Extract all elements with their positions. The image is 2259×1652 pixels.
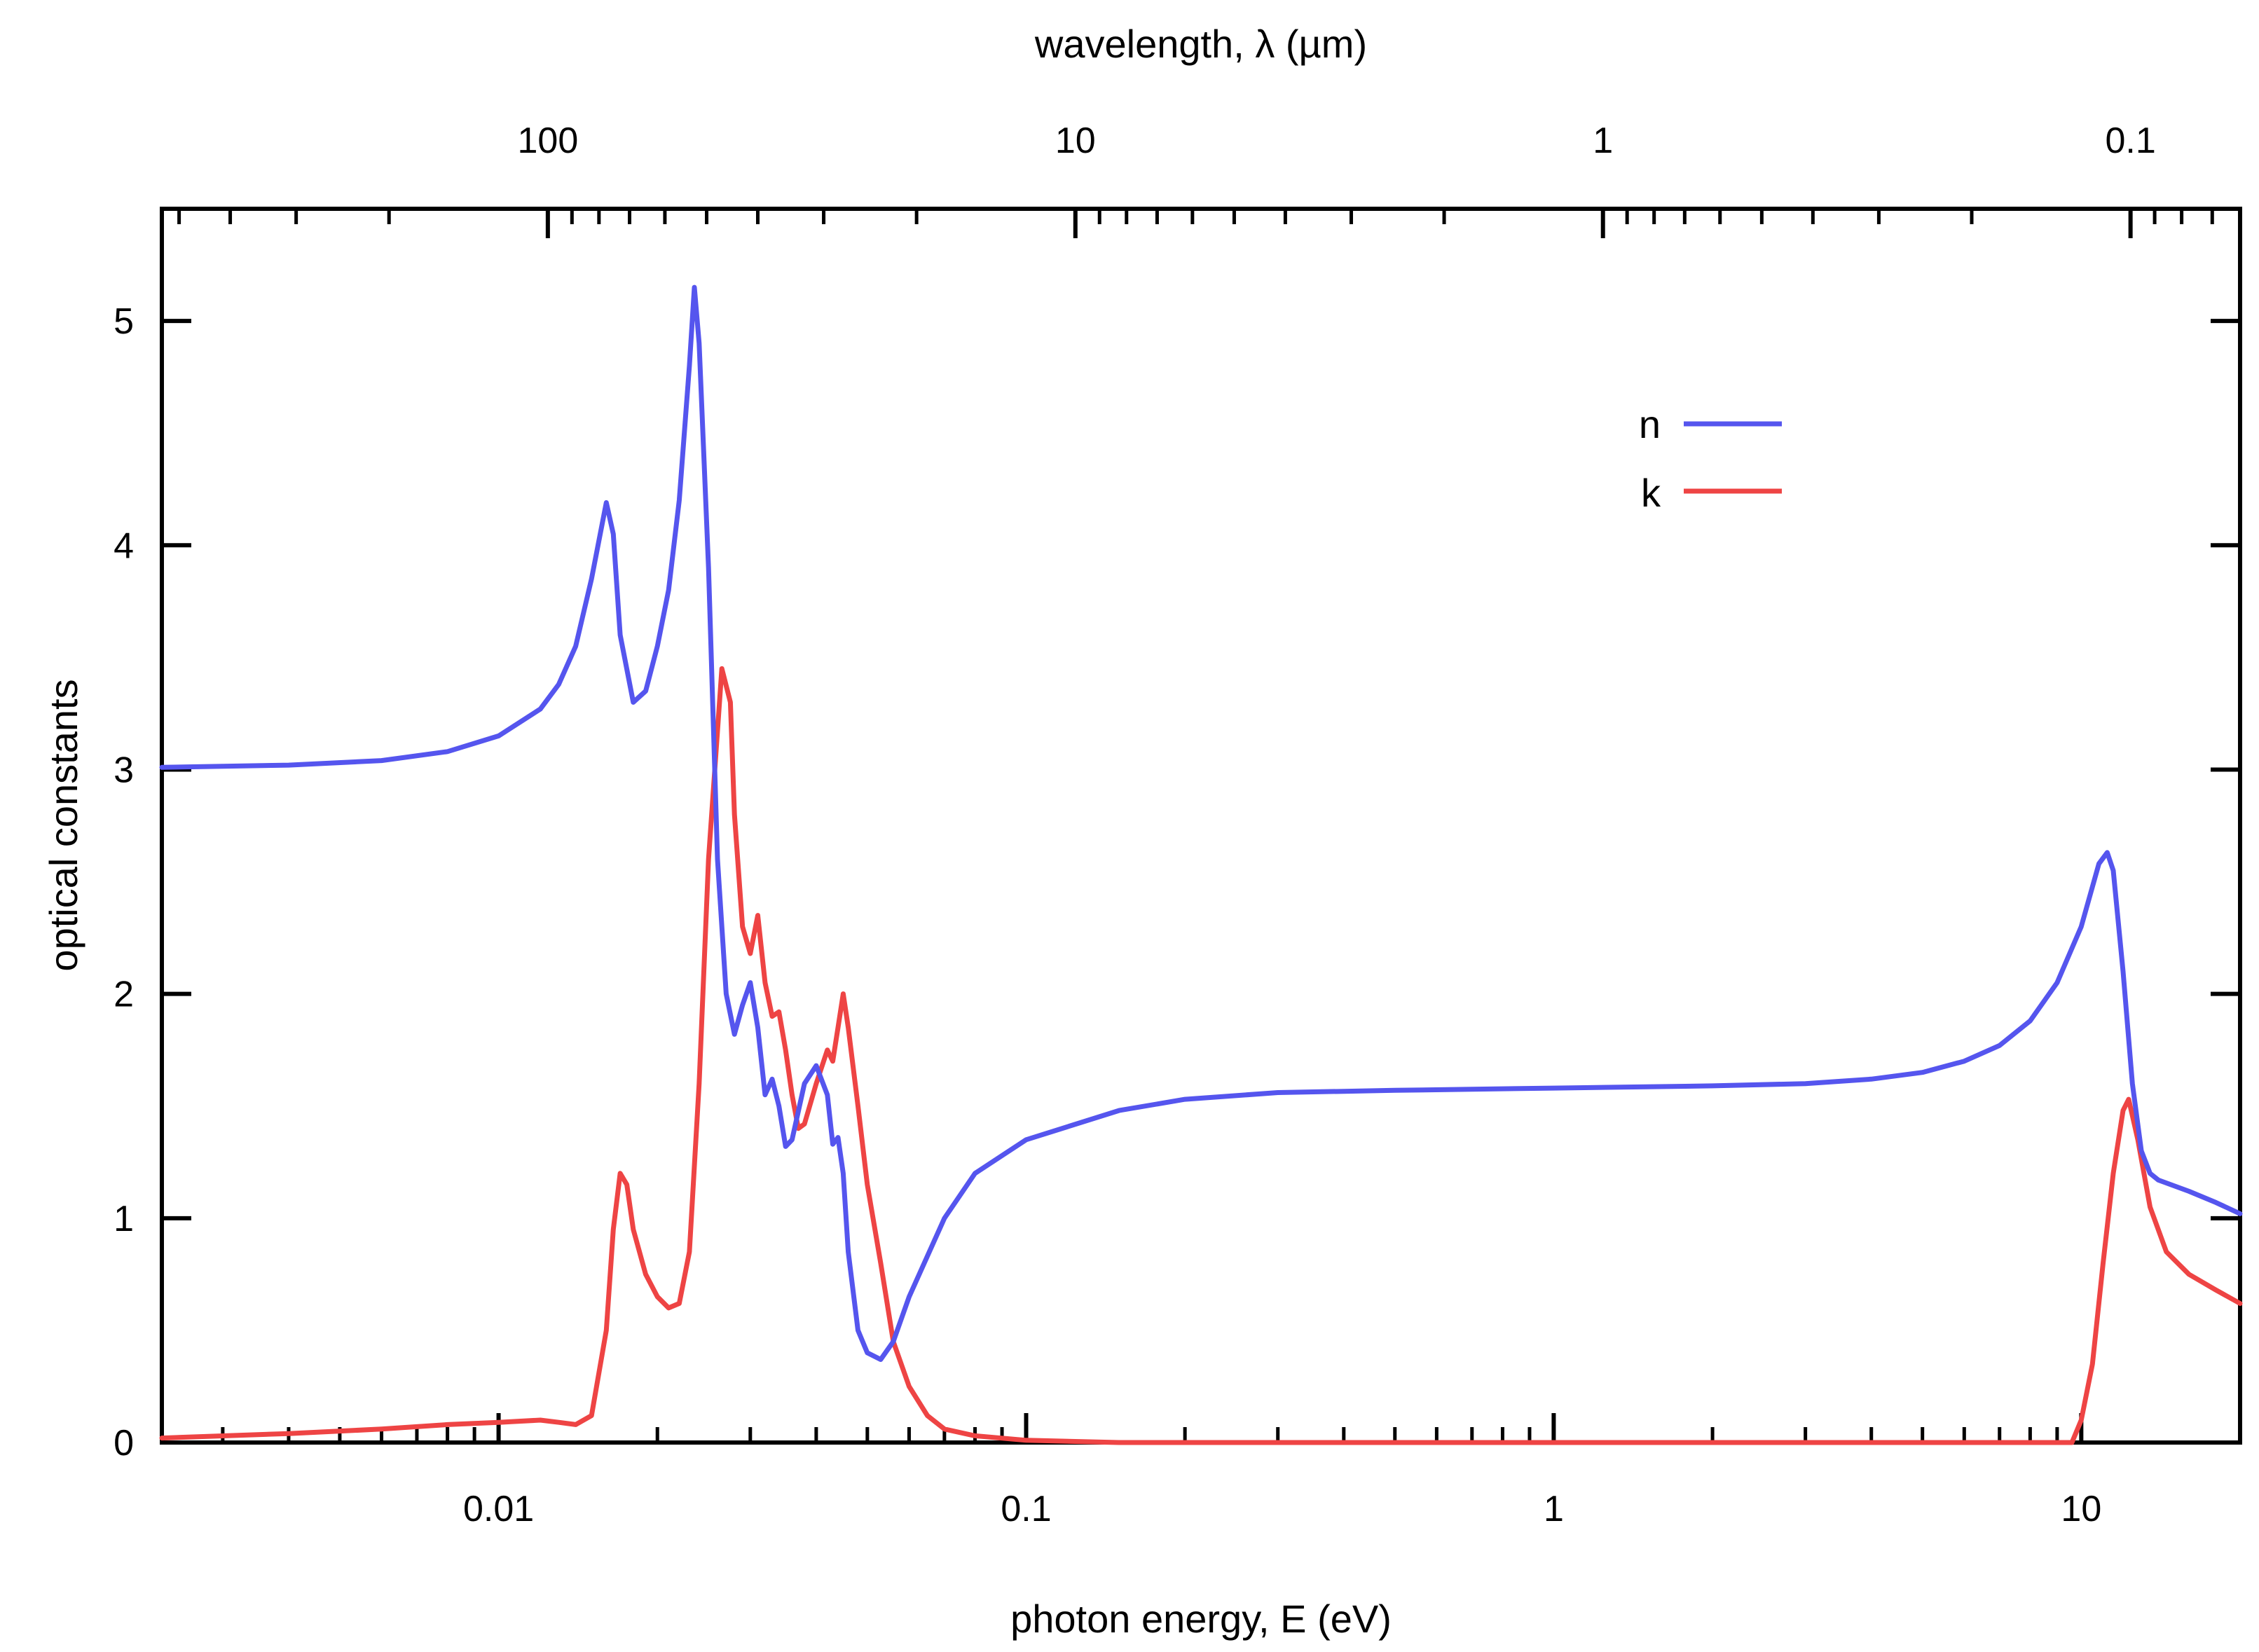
x-tick-label: 0.1	[1001, 1489, 1051, 1529]
series-layer	[159, 284, 2243, 1445]
x2-axis-title: wavelength, λ (µm)	[1034, 22, 1367, 66]
legend-label-k: k	[1641, 471, 1661, 515]
plot-frame	[160, 207, 2242, 1445]
x2-tick-label: 0.1	[2105, 121, 2155, 161]
minor-ticks	[177, 209, 2242, 1443]
x-axis-title: photon energy, E (eV)	[1010, 1597, 1392, 1641]
y-axis-title: optical constants	[41, 679, 85, 971]
y-tick-label: 1	[114, 1199, 134, 1239]
x2-tick-label: 1	[1593, 121, 1613, 161]
y-tick-label: 0	[114, 1423, 134, 1464]
y-tick-label: 3	[114, 750, 134, 790]
x2-tick-label: 10	[1055, 121, 1096, 161]
legend: n k	[1639, 402, 1782, 515]
y-tick-label: 4	[114, 525, 134, 566]
major-ticks	[162, 209, 2240, 1445]
x-tick-label: 10	[2061, 1489, 2101, 1529]
x2-tick-label: 100	[517, 121, 578, 161]
tick-labels: 0.01 0.1 1 10 100 10 1 0.1 0 1 2 3 4 5	[114, 121, 2156, 1529]
x-tick-label: 0.01	[463, 1489, 534, 1529]
y-tick-label: 2	[114, 975, 134, 1015]
y-tick-label: 5	[114, 301, 134, 342]
x-tick-label: 1	[1544, 1489, 1564, 1529]
series-n-line	[159, 284, 2243, 1362]
legend-label-n: n	[1639, 402, 1661, 446]
series-k-line	[159, 666, 2243, 1445]
